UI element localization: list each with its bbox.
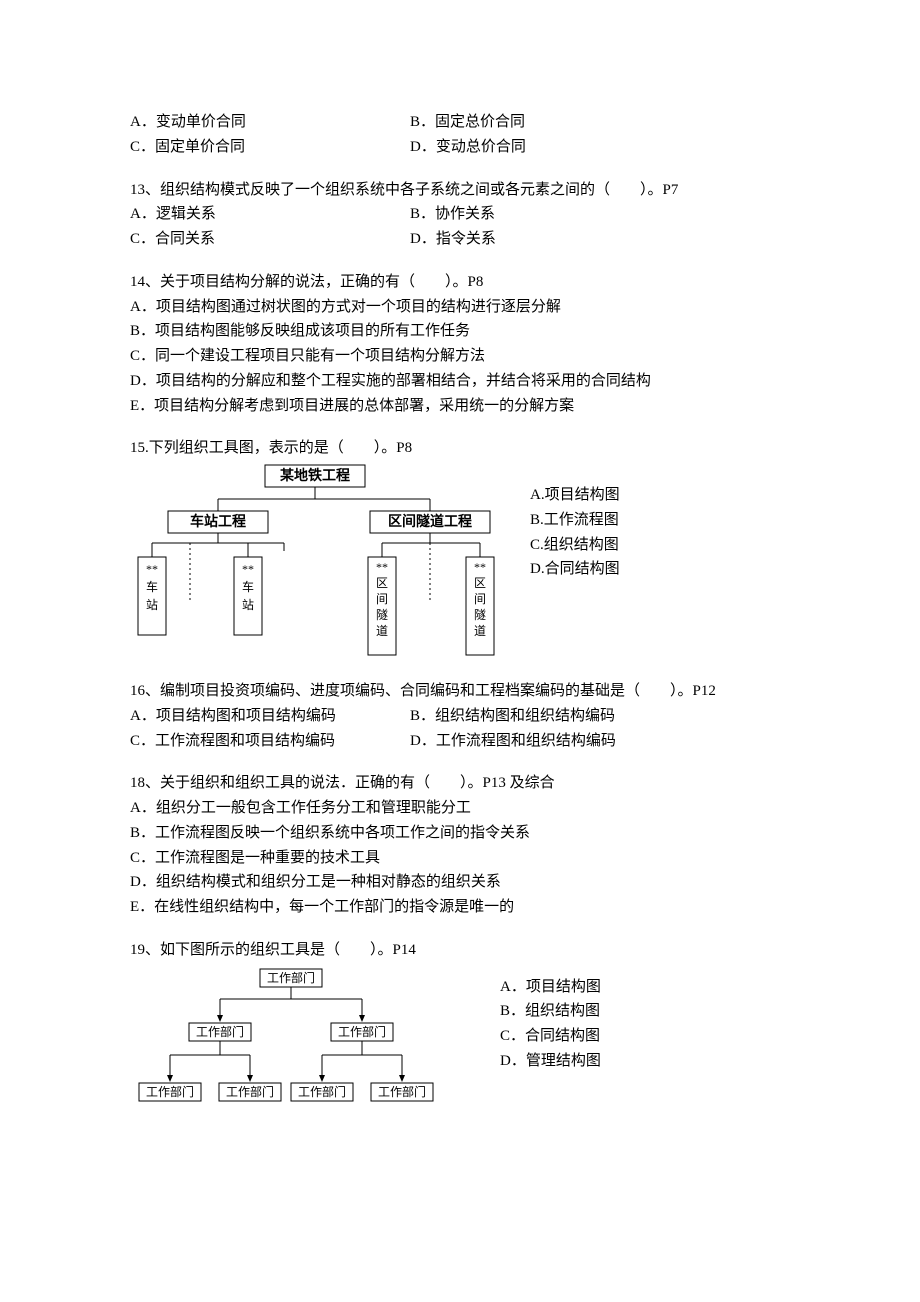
q19-wrap: 工作部门 工作部门 工作部门 工作部门 工作部门: [130, 963, 790, 1133]
svg-text:工作部门: 工作部门: [196, 1024, 244, 1039]
q13-row-cd: C．合同关系 D．指令关系: [130, 227, 790, 252]
q15-opt-a: A.项目结构图: [530, 483, 620, 508]
q13-stem: 13、组织结构模式反映了一个组织系统中各子系统之间或各元素之间的（ ）。P7: [130, 178, 790, 203]
q12-opt-b: B．固定总价合同: [410, 110, 525, 135]
q19-opt-c: C．合同结构图: [500, 1024, 601, 1049]
svg-text:工作部门: 工作部门: [378, 1084, 426, 1099]
q18-opt-b: B．工作流程图反映一个组织系统中各项工作之间的指令关系: [130, 821, 790, 846]
svg-text:隧: 隧: [474, 607, 486, 622]
svg-text:车站工程: 车站工程: [190, 513, 246, 530]
q14-opt-b: B．项目结构图能够反映组成该项目的所有工作任务: [130, 319, 790, 344]
q15-opt-b: B.工作流程图: [530, 508, 620, 533]
q19-opt-a: A．项目结构图: [500, 975, 601, 1000]
q15-opt-d: D.合同结构图: [530, 557, 620, 582]
q14-opt-a: A．项目结构图通过树状图的方式对一个项目的结构进行逐层分解: [130, 295, 790, 320]
q12-opt-c: C．固定单价合同: [130, 135, 410, 160]
q15-opt-c: C.组织结构图: [530, 533, 620, 558]
q12-opt-d: D．变动总价合同: [410, 135, 526, 160]
svg-text:道: 道: [474, 624, 486, 638]
q16-opt-d: D．工作流程图和组织结构编码: [410, 729, 616, 754]
q18-opt-c: C．工作流程图是一种重要的技术工具: [130, 846, 790, 871]
q12-row-ab: A．变动单价合同 B．固定总价合同: [130, 110, 790, 135]
svg-text:**: **: [242, 562, 254, 576]
q15-root-label: 某地铁工程: [280, 467, 350, 484]
svg-text:间: 间: [474, 592, 486, 606]
q16-row-cd: C．工作流程图和项目结构编码 D．工作流程图和组织结构编码: [130, 729, 790, 754]
svg-text:站: 站: [146, 598, 158, 612]
q19-opt-d: D．管理结构图: [500, 1049, 601, 1074]
q16-opt-b: B．组织结构图和组织结构编码: [410, 704, 615, 729]
q13-opt-c: C．合同关系: [130, 227, 410, 252]
q18-opt-d: D．组织结构模式和组织分工是一种相对静态的组织关系: [130, 870, 790, 895]
svg-text:工作部门: 工作部门: [146, 1084, 194, 1099]
svg-text:车: 车: [146, 579, 158, 594]
q19-options: A．项目结构图 B．组织结构图 C．合同结构图 D．管理结构图: [470, 963, 601, 1074]
q16-row-ab: A．项目结构图和项目结构编码 B．组织结构图和组织结构编码: [130, 704, 790, 729]
q14-opt-c: C．同一个建设工程项目只能有一个项目结构分解方法: [130, 344, 790, 369]
q13-opt-d: D．指令关系: [410, 227, 496, 252]
svg-text:工作部门: 工作部门: [338, 1024, 386, 1039]
svg-text:区: 区: [474, 576, 486, 590]
q12-row-cd: C．固定单价合同 D．变动总价合同: [130, 135, 790, 160]
svg-text:隧: 隧: [376, 607, 388, 622]
svg-text:**: **: [474, 560, 486, 574]
svg-text:间: 间: [376, 592, 388, 606]
q19-opt-b: B．组织结构图: [500, 999, 601, 1024]
q15-stem: 15.下列组织工具图，表示的是（ ）。P8: [130, 436, 790, 461]
q15-options: A.项目结构图 B.工作流程图 C.组织结构图 D.合同结构图: [500, 461, 620, 582]
q15-wrap: 某地铁工程 车站工程 区间隧道工程 ** 车 站: [130, 461, 790, 661]
q18-stem: 18、关于组织和组织工具的说法．正确的有（ ）。P13 及综合: [130, 771, 790, 796]
svg-text:**: **: [146, 562, 158, 576]
q13-row-ab: A．逻辑关系 B．协作关系: [130, 202, 790, 227]
svg-text:道: 道: [376, 624, 388, 638]
svg-text:区: 区: [376, 576, 388, 590]
q14-opt-e: E．项目结构分解考虑到项目进展的总体部署，采用统一的分解方案: [130, 394, 790, 419]
svg-text:工作部门: 工作部门: [298, 1084, 346, 1099]
q14-opt-d: D．项目结构的分解应和整个工程实施的部署相结合，并结合将采用的合同结构: [130, 369, 790, 394]
svg-text:区间隧道工程: 区间隧道工程: [388, 513, 472, 530]
svg-text:站: 站: [242, 598, 254, 612]
q16-opt-c: C．工作流程图和项目结构编码: [130, 729, 410, 754]
q18-opt-a: A．组织分工一般包含工作任务分工和管理职能分工: [130, 796, 790, 821]
q16-opt-a: A．项目结构图和项目结构编码: [130, 704, 410, 729]
q19-figure: 工作部门 工作部门 工作部门 工作部门 工作部门: [130, 963, 470, 1133]
q13-opt-b: B．协作关系: [410, 202, 495, 227]
q16-stem: 16、编制项目投资项编码、进度项编码、合同编码和工程档案编码的基础是（ ）。P1…: [130, 679, 790, 704]
q18-opt-e: E．在线性组织结构中，每一个工作部门的指令源是唯一的: [130, 895, 790, 920]
svg-text:工作部门: 工作部门: [226, 1084, 274, 1099]
q19-stem: 19、如下图所示的组织工具是（ ）。P14: [130, 938, 790, 963]
svg-text:工作部门: 工作部门: [267, 970, 315, 985]
svg-text:**: **: [376, 560, 388, 574]
q12-opt-a: A．变动单价合同: [130, 110, 410, 135]
svg-text:车: 车: [242, 579, 254, 594]
q13-opt-a: A．逻辑关系: [130, 202, 410, 227]
q14-stem: 14、关于项目结构分解的说法，正确的有（ ）。P8: [130, 270, 790, 295]
q15-figure: 某地铁工程 车站工程 区间隧道工程 ** 车 站: [130, 461, 500, 661]
